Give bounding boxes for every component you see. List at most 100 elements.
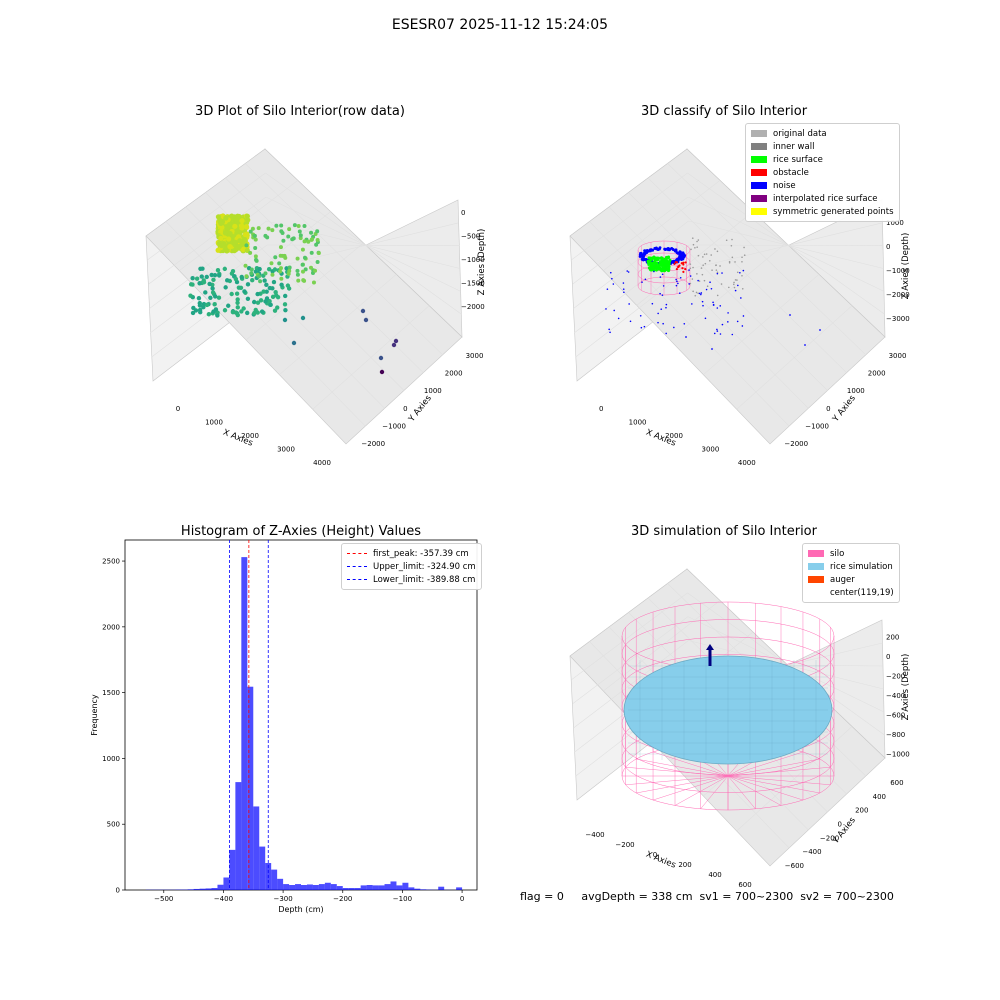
silo-floor-line xyxy=(636,758,729,777)
y-tick-label: 2500 xyxy=(102,558,120,566)
data-point xyxy=(226,245,232,251)
data-point xyxy=(231,215,237,221)
noise-point xyxy=(677,258,681,262)
data-point xyxy=(252,233,257,238)
floor-grid xyxy=(244,163,443,356)
noise-point xyxy=(646,260,650,264)
data-point xyxy=(215,268,221,273)
noise-point xyxy=(643,258,646,261)
legend-item: center(119,19) xyxy=(808,586,894,599)
data-point xyxy=(240,216,246,222)
silo-floor-line xyxy=(727,758,820,777)
data-point xyxy=(240,246,246,252)
noise-point xyxy=(665,306,667,309)
noise-point xyxy=(675,259,679,262)
data-point xyxy=(240,218,246,224)
legend-item: first_peak: -357.39 cm xyxy=(347,547,476,560)
data-point xyxy=(287,265,292,270)
legend-label: rice simulation xyxy=(830,561,893,572)
data-point xyxy=(266,266,272,272)
data-point xyxy=(225,245,231,252)
data-point xyxy=(217,245,223,252)
data-point xyxy=(239,234,246,241)
noise-point xyxy=(685,336,687,338)
data-point xyxy=(227,278,233,284)
data-point xyxy=(235,218,241,225)
data-point xyxy=(215,239,221,246)
rice-surface-point xyxy=(663,260,667,264)
original-point xyxy=(743,246,745,249)
data-point xyxy=(228,232,234,238)
noise-point xyxy=(675,259,679,262)
floor-pane xyxy=(145,148,463,445)
obstacle-point xyxy=(677,265,680,268)
data-point xyxy=(230,215,236,221)
noise-point xyxy=(622,288,625,290)
data-point xyxy=(219,238,225,244)
rice-surface-point xyxy=(665,261,669,265)
noise-point xyxy=(641,255,645,258)
noise-point xyxy=(644,258,648,262)
data-point xyxy=(245,296,251,302)
data-point xyxy=(269,261,274,266)
data-point xyxy=(244,213,250,219)
z-axis-label: Z Axies (Depth) xyxy=(901,233,911,300)
noise-point xyxy=(646,261,649,264)
data-point xyxy=(230,221,237,227)
data-point xyxy=(230,232,236,238)
obstacle-point xyxy=(680,262,683,265)
data-point xyxy=(222,244,228,250)
data-point xyxy=(254,258,259,263)
noise-point xyxy=(640,255,644,258)
data-point xyxy=(278,266,283,271)
data-point xyxy=(261,310,266,315)
data-point xyxy=(244,243,249,248)
histogram-bar xyxy=(396,885,403,890)
data-point xyxy=(250,226,255,231)
data-point xyxy=(258,298,264,303)
rice-surface-point xyxy=(666,255,670,259)
noise-point xyxy=(673,326,675,329)
silo-wire-ring xyxy=(621,724,835,793)
x-tick-label: 0 xyxy=(599,405,603,413)
data-point xyxy=(229,218,235,225)
data-point xyxy=(229,243,235,249)
data-point xyxy=(239,245,245,251)
noise-point xyxy=(642,255,646,258)
data-point xyxy=(221,241,227,247)
data-point xyxy=(234,291,240,296)
noise-point xyxy=(681,251,685,255)
data-point xyxy=(265,235,270,240)
data-point xyxy=(200,266,205,271)
rice-surface-point xyxy=(650,256,654,260)
floor-grid xyxy=(603,180,721,271)
noise-point xyxy=(667,261,671,264)
data-point xyxy=(239,309,244,314)
data-point xyxy=(223,233,229,240)
data-point xyxy=(218,230,224,236)
x-tick-label: 4000 xyxy=(313,459,331,467)
original-point xyxy=(734,261,736,263)
data-point xyxy=(242,217,248,223)
data-point xyxy=(251,234,256,239)
rice-surface-point xyxy=(666,255,670,259)
noise-point xyxy=(661,261,664,265)
data-point xyxy=(263,233,268,238)
wall-grid xyxy=(575,687,690,777)
noise-point xyxy=(678,292,681,294)
rice-surface-point xyxy=(663,259,667,263)
noise-point xyxy=(641,253,645,257)
noise-point xyxy=(678,255,682,258)
noise-point xyxy=(655,247,658,251)
data-point xyxy=(229,224,236,230)
data-point xyxy=(216,218,222,225)
rice-surface-point xyxy=(659,256,663,260)
data-point xyxy=(240,219,246,225)
rice-surface-point xyxy=(659,267,663,271)
noise-point xyxy=(674,249,678,253)
noise-point xyxy=(680,258,683,261)
data-point xyxy=(258,279,263,284)
data-point xyxy=(201,301,207,307)
data-point xyxy=(285,274,290,279)
silo-floor-line xyxy=(674,775,729,806)
